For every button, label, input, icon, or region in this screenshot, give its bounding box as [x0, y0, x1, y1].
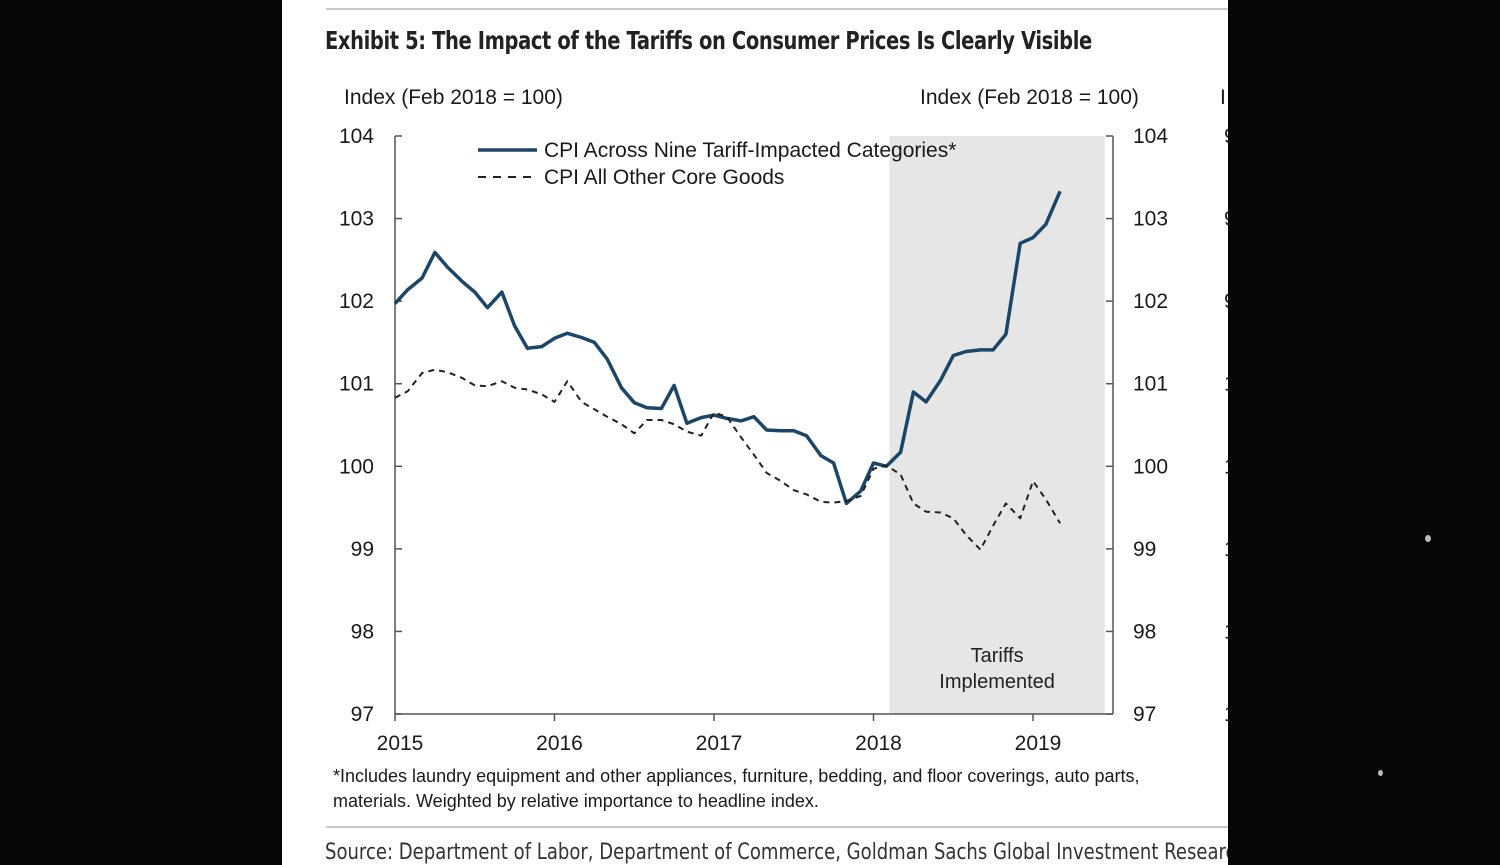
exhibit-title: Exhibit 5: The Impact of the Tariffs on … — [325, 26, 1092, 55]
left-y-tick-label: 98 — [351, 620, 374, 643]
left-y-tick-label: 104 — [339, 125, 374, 148]
legend-label: CPI Across Nine Tariff-Impacted Categori… — [544, 139, 956, 162]
left-y-tick-label: 99 — [351, 538, 374, 561]
x-tick-label: 2018 — [855, 732, 902, 755]
tariff-shaded-region — [889, 136, 1105, 714]
tariff-label-line2: Implemented — [939, 671, 1055, 693]
x-tick-label: 2016 — [536, 732, 583, 755]
series-line-other-core-goods — [394, 368, 1061, 551]
right-y-tick-label: 103 — [1133, 208, 1168, 231]
right-y-tick-label: 99 — [1133, 538, 1156, 561]
right-axis-label: Index (Feb 2018 = 100) — [920, 86, 1139, 109]
cropped-y-tick-label: 9 — [1224, 125, 1228, 148]
footnote-line-2: materials. Weighted by relative importan… — [333, 791, 819, 811]
source-note: Source: Department of Labor, Department … — [325, 840, 1228, 865]
left-y-tick-label: 100 — [339, 455, 374, 478]
right-y-tick-label: 98 — [1133, 620, 1156, 643]
footnote-line-1: *Includes laundry equipment and other ap… — [333, 766, 1140, 786]
cropped-y-tick-label: 1 — [1224, 373, 1228, 396]
bottom-divider — [326, 826, 1228, 828]
left-y-tick-label: 102 — [339, 290, 374, 313]
right-y-tick-label: 102 — [1133, 290, 1168, 313]
screen-speck — [1425, 535, 1431, 542]
x-tick-label: 2015 — [377, 732, 424, 755]
exhibit-page: Exhibit 5: The Impact of the Tariffs on … — [282, 0, 1228, 865]
legend-label: CPI All Other Core Goods — [544, 166, 784, 189]
cropped-y-tick-label: 1 — [1224, 538, 1228, 561]
right-y-tick-label: 100 — [1133, 455, 1168, 478]
cropped-y-tick-label: 9 — [1224, 290, 1228, 313]
cropped-axis-label: I — [1220, 86, 1226, 109]
right-y-tick-label: 104 — [1133, 125, 1168, 148]
screen-speck — [1378, 770, 1383, 776]
left-y-tick-label: 103 — [339, 208, 374, 231]
cropped-y-tick-label: 9 — [1224, 208, 1228, 231]
footnote: *Includes laundry equipment and other ap… — [333, 764, 1228, 814]
left-axis-label: Index (Feb 2018 = 100) — [344, 86, 563, 109]
cropped-y-tick-label: 1 — [1224, 703, 1228, 726]
tariff-label-line1: Tariffs — [971, 645, 1024, 667]
cropped-y-tick-label: 1 — [1224, 455, 1228, 478]
cropped-y-tick-label: 1 — [1224, 620, 1228, 643]
top-divider — [326, 8, 1228, 10]
right-y-tick-label: 101 — [1133, 373, 1168, 396]
left-y-tick-label: 101 — [339, 373, 374, 396]
x-tick-label: 2017 — [696, 732, 743, 755]
right-y-tick-label: 97 — [1133, 703, 1156, 726]
left-y-tick-label: 97 — [351, 703, 374, 726]
x-tick-label: 2019 — [1015, 732, 1062, 755]
